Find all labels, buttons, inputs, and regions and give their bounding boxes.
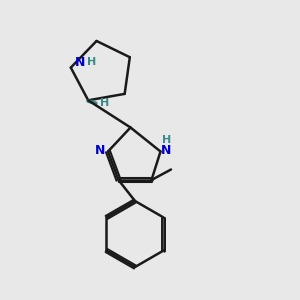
Text: H: H [162, 135, 171, 145]
Text: N: N [95, 144, 106, 158]
Text: H: H [100, 98, 109, 108]
Text: N: N [75, 56, 85, 69]
Text: H: H [87, 57, 96, 67]
Text: N: N [161, 144, 172, 158]
